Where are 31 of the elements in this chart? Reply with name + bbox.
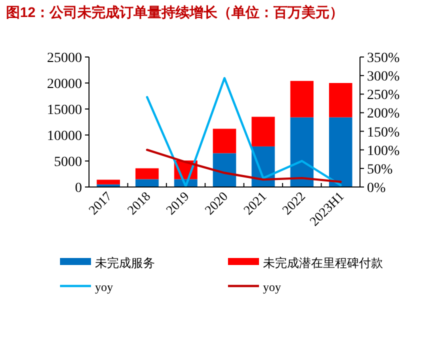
legend-label: yoy (95, 280, 113, 294)
chart-title: 图12：公司未完成订单量持续增长（单位：百万美元） (6, 4, 344, 20)
bar (290, 80, 314, 118)
bar (290, 117, 314, 187)
y2-tick-label: 100% (367, 144, 400, 159)
y-tick-label: 10000 (47, 129, 82, 144)
y2-tick-label: 50% (367, 162, 393, 178)
y2-tick-label: 250% (367, 88, 400, 104)
bar (212, 128, 236, 154)
y2-tick-label: 350% (367, 51, 400, 66)
y2-tick-label: 200% (367, 106, 400, 122)
y2-tick-label: 0% (367, 181, 386, 196)
legend-label: 未完成潜在里程碑付款 (263, 256, 383, 270)
bar (252, 116, 275, 146)
legend-label: yoy (263, 280, 281, 294)
y-tick-label: 5000 (54, 155, 82, 170)
line-series (146, 148, 342, 183)
bar (329, 117, 352, 187)
bar (135, 179, 159, 187)
bar (96, 180, 120, 184)
y-tick-label: 20000 (47, 77, 82, 92)
bar (329, 83, 352, 118)
bar (212, 153, 236, 187)
y-tick-label: 0 (75, 181, 82, 196)
bar (135, 168, 159, 180)
legend-label: 未完成服务 (95, 256, 155, 270)
y-tick-label: 15000 (47, 103, 82, 118)
y2-tick-label: 150% (367, 125, 400, 140)
line-series (146, 77, 342, 188)
y-tick-label: 25000 (47, 51, 82, 66)
y2-tick-label: 300% (367, 70, 400, 85)
